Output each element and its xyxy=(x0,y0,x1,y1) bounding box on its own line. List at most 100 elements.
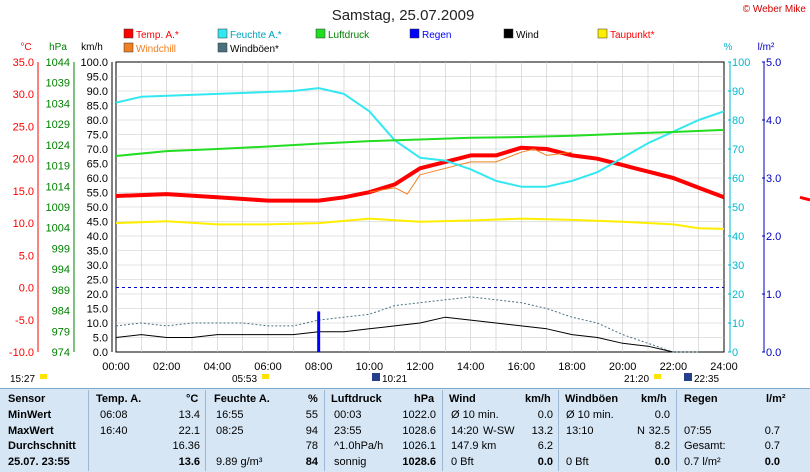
axis-tick-label: 75.0 xyxy=(87,130,108,142)
series-line-taupunkt xyxy=(115,217,725,230)
x-tick-label: 16:00 xyxy=(508,361,536,373)
axis-tick-label: 999 xyxy=(52,243,70,255)
axis-tick-label: 3.0 xyxy=(766,173,781,185)
axis-tick-label: 10.0 xyxy=(13,218,34,230)
legend-swatch xyxy=(597,28,608,39)
table-cell-f-time: 16:55 xyxy=(216,409,244,421)
table-cell-r-val: 0.7 xyxy=(764,424,780,437)
axis-tick-label: 50.0 xyxy=(87,202,108,214)
table-cell-t-val: 22.1 xyxy=(178,424,200,437)
table-cell-p-time: sonnig xyxy=(334,455,367,468)
table-cell-g-a: 0 Bft xyxy=(566,455,589,468)
x-tick-label: 14:00 xyxy=(457,361,485,373)
axis-tick-label: 20.0 xyxy=(87,289,108,301)
legend-swatch xyxy=(217,42,228,53)
header-wind: Wind xyxy=(449,393,476,405)
table-cell-label: Durchschnitt xyxy=(8,440,76,452)
table-cell-w-val: 13.2 xyxy=(531,424,553,437)
table-cell-w-a: 147.9 km xyxy=(451,440,497,452)
axis-tick-label: 40 xyxy=(732,231,744,243)
table-cell-t-val: 16.36 xyxy=(172,440,200,452)
table-cell-r-val: 0.0 xyxy=(764,455,780,468)
x-tick-label: 04:00 xyxy=(204,361,232,373)
chart-grid xyxy=(115,61,725,353)
axis-tick-label: 30.0 xyxy=(13,89,34,101)
header-temp-unit: °C xyxy=(186,393,199,405)
legend-swatch xyxy=(123,28,134,39)
x-tick-label: 18:00 xyxy=(558,361,586,373)
x-tick-label: 00:00 xyxy=(102,361,130,373)
header-temp: Temp. A. xyxy=(96,393,142,405)
axis-tick-label: 45.0 xyxy=(87,217,108,229)
axis-tick-label: 30 xyxy=(732,260,744,272)
table-cell-w-val: 0.0 xyxy=(537,455,553,468)
table-cell-t-val: 13.4 xyxy=(178,409,200,421)
axis-tick-label: 70 xyxy=(732,144,744,156)
moonset-icon xyxy=(684,373,692,381)
legend-label: Feuchte A.* xyxy=(230,30,282,41)
axis-tick-label: 35.0 xyxy=(13,57,34,69)
legend-label: Taupunkt* xyxy=(610,30,655,41)
axis-tick-label: 979 xyxy=(52,326,70,338)
header-gusts-unit: km/h xyxy=(641,393,667,405)
axis-tick-label: 60.0 xyxy=(87,173,108,185)
axis-tick-label: 974 xyxy=(52,347,70,359)
table-cell-t-time: 16:40 xyxy=(100,424,128,437)
axis-tick-label: 1019 xyxy=(46,161,70,173)
axis-tick-label: 50 xyxy=(732,202,744,214)
axis-unit-label: % xyxy=(724,42,733,53)
axis-tick-label: 80 xyxy=(732,115,744,127)
series-line-windchill xyxy=(369,148,573,195)
axis-tick-label: 1034 xyxy=(46,98,70,110)
table-cell-label: MinWert xyxy=(8,409,52,421)
axis-tick-label: 0.0 xyxy=(766,347,781,359)
axis-tick-label: 5.0 xyxy=(19,250,34,262)
sun-icon xyxy=(40,374,47,379)
header-pressure-unit: hPa xyxy=(414,393,435,405)
sun-moon-row: 15:27 05:53 10:21 21:20 22:35 xyxy=(10,373,719,385)
table-cell-label: 25.07. 23:55 xyxy=(8,455,70,468)
table-cell-r-val: 0.7 xyxy=(764,440,780,452)
legend-swatch xyxy=(123,42,134,53)
table-cell-f-time: 08:25 xyxy=(216,424,244,437)
table-cell-p-val: 1022.0 xyxy=(402,409,436,421)
sunrise-icon xyxy=(262,374,269,379)
table-cell-p-time: 00:03 xyxy=(334,409,362,421)
x-tick-label: 22:00 xyxy=(660,361,688,373)
series-line-luftdruck xyxy=(115,128,725,157)
summary-table: Sensor Temp. A. °C Feuchte A. % Luftdruc… xyxy=(0,388,810,472)
table-cell-g-a: Ø 10 min. xyxy=(566,409,614,421)
sunset-icon xyxy=(654,374,661,379)
table-cell-g-val: 0.0 xyxy=(654,409,670,421)
legend-swatch xyxy=(409,28,420,39)
moonrise-label: 10:21 xyxy=(382,374,407,385)
axis-tick-label: 40.0 xyxy=(87,231,108,243)
axis-tick-label: 65.0 xyxy=(87,159,108,171)
axis-unit-label: km/h xyxy=(81,42,103,53)
header-gusts: Windböen xyxy=(565,393,619,405)
legend-label: Luftdruck xyxy=(328,30,370,41)
axis-tick-label: 30.0 xyxy=(87,260,108,272)
table-cell-r-a: 0.7 l/m² xyxy=(684,455,721,468)
axis-tick-label: 70.0 xyxy=(87,144,108,156)
axis-tick-label: 15.0 xyxy=(87,304,108,316)
axis-tick-label: 1004 xyxy=(46,223,70,235)
axis-tick-label: 0 xyxy=(732,347,738,359)
legend-swatch xyxy=(315,28,326,39)
x-tick-label: 08:00 xyxy=(305,361,333,373)
axis-tick-label: 10 xyxy=(732,318,744,330)
axis-unit-label: °C xyxy=(20,42,31,53)
table-cell-f-time: 9.89 g/m³ xyxy=(216,455,263,468)
legend-label: Regen xyxy=(422,30,451,41)
chart-axes: °C 35.0 30.0 25.0 20.0 15.0 10.0 5.0 0.0 -5.0 -10.… xyxy=(9,42,781,359)
axis-tick-label: 4.0 xyxy=(766,115,781,127)
table-cell-g-val: 0.0 xyxy=(654,455,670,468)
axis-tick-label: 90.0 xyxy=(87,86,108,98)
legend-label: Wind xyxy=(516,30,539,41)
legend-swatch xyxy=(503,28,514,39)
rain-bar xyxy=(317,311,321,352)
header-wind-unit: km/h xyxy=(525,393,551,405)
table-cell-f-val: 84 xyxy=(305,455,318,468)
chart-legend: Temp. A.* Feuchte A.* Luftdruck Regen Wind Ta… xyxy=(123,28,655,55)
left-time-label: 15:27 xyxy=(10,374,35,385)
